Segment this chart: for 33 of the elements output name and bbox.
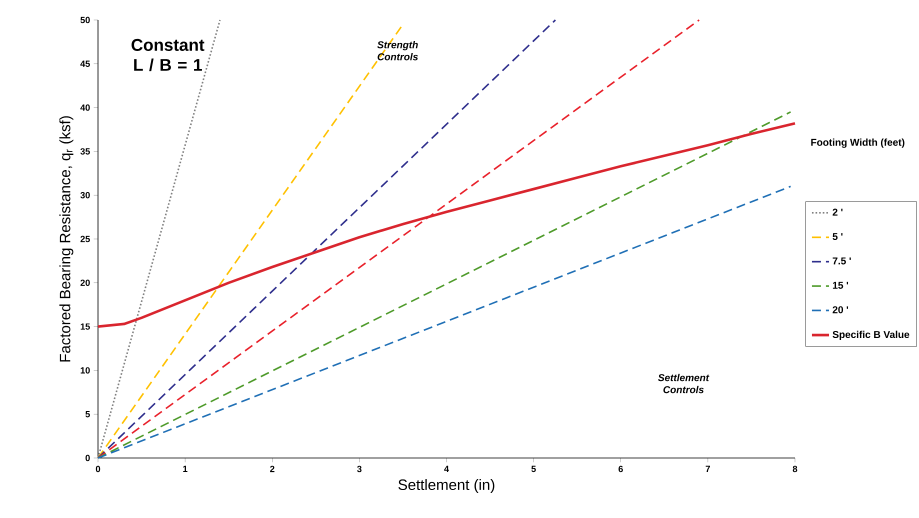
y-tick-label: 45 [80, 60, 90, 67]
y-tick-label: 5 [85, 411, 90, 418]
line-series [96, 122, 796, 328]
x-tick-label: 1 [183, 466, 188, 472]
legend-label: 2 ' [832, 208, 843, 216]
x-tick-label: 2 [270, 466, 274, 472]
annotation: Strength Controls [377, 40, 418, 60]
x-tick-label: 8 [792, 466, 798, 472]
legend-title: Footing Width (feet) [811, 138, 904, 148]
y-tick-label: 40 [80, 104, 90, 111]
x-axis-title: Settlement (in) [398, 479, 494, 494]
x-tick-label: 5 [531, 466, 536, 472]
annotation: Settlement Controls [658, 374, 710, 394]
x-tick-label: 7 [706, 466, 710, 472]
y-tick-label: 50 [80, 16, 90, 24]
y-tick-label: 30 [80, 192, 90, 198]
legend-label: 20 ' [832, 306, 848, 314]
annotation: Constant L / B = 1 [132, 38, 204, 72]
y-tick-label: 10 [80, 367, 90, 374]
y-tick-label: 20 [80, 280, 90, 286]
x-tick-label: 3 [357, 466, 362, 472]
y-tick-label: 35 [80, 148, 90, 155]
legend-label: 15 ' [832, 282, 848, 289]
x-tick-label: 6 [618, 466, 623, 472]
legend-label: 5 ' [832, 233, 843, 240]
y-axis-title: Factored Bearing Resistance, q$_{r}$ (ksf) [59, 116, 74, 362]
x-tick-label: 0 [96, 466, 100, 472]
y-tick-label: 15 [80, 323, 90, 330]
legend-label: 7.5 ' [832, 257, 851, 264]
y-tick-label: 0 [86, 454, 90, 462]
y-tick-label: 25 [80, 236, 90, 242]
x-tick-label: 4 [444, 466, 449, 472]
legend-label: Specific B Value [832, 330, 910, 340]
